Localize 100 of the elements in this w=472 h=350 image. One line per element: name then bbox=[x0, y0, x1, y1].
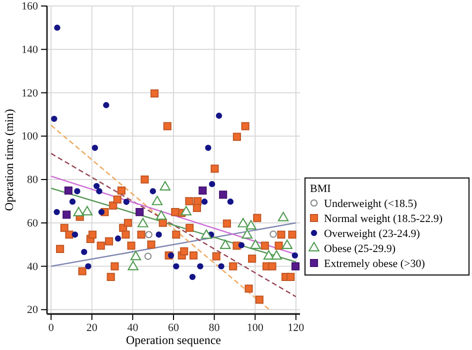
point bbox=[98, 208, 105, 216]
point bbox=[171, 208, 180, 216]
point bbox=[110, 262, 119, 270]
point bbox=[85, 263, 92, 270]
point bbox=[288, 230, 296, 239]
point bbox=[242, 229, 253, 239]
point bbox=[246, 220, 256, 230]
x-tick-label: 100 bbox=[246, 322, 264, 334]
point bbox=[220, 240, 231, 249]
legend-label: Extremely obese (>30) bbox=[324, 258, 426, 270]
point bbox=[268, 262, 276, 270]
x-axis-title: Operation sequence bbox=[126, 333, 221, 347]
legend-label: Obese (25-29.9) bbox=[324, 243, 396, 255]
legend-label: Underweight (<18.5) bbox=[324, 198, 418, 210]
y-axis-title: Operation time (min) bbox=[2, 109, 16, 211]
point bbox=[128, 260, 138, 270]
point bbox=[173, 263, 180, 270]
point bbox=[96, 188, 102, 194]
point bbox=[147, 240, 156, 249]
point bbox=[216, 112, 222, 119]
point bbox=[227, 198, 234, 205]
legend-title: BMI bbox=[310, 183, 332, 195]
point bbox=[278, 212, 289, 222]
point bbox=[197, 263, 204, 270]
point bbox=[274, 242, 283, 250]
point bbox=[263, 250, 274, 260]
y-tick-label: 40 bbox=[27, 260, 38, 273]
point bbox=[124, 218, 132, 227]
point bbox=[64, 186, 72, 195]
point bbox=[72, 232, 78, 238]
point bbox=[210, 164, 219, 173]
point bbox=[51, 116, 58, 122]
point bbox=[144, 252, 152, 260]
y-tick-label: 140 bbox=[22, 44, 38, 56]
point bbox=[232, 132, 241, 141]
x-tick-label: 80 bbox=[208, 322, 220, 334]
point bbox=[186, 224, 194, 232]
point bbox=[140, 175, 149, 184]
x-tick-label: 60 bbox=[168, 322, 180, 334]
point bbox=[113, 195, 122, 204]
y-tick-label: 160 bbox=[22, 0, 38, 13]
point bbox=[123, 198, 130, 205]
point bbox=[253, 214, 262, 222]
point bbox=[54, 24, 60, 31]
point bbox=[69, 198, 76, 205]
point bbox=[260, 242, 269, 250]
point bbox=[205, 144, 212, 151]
point bbox=[156, 210, 167, 220]
point bbox=[158, 218, 167, 227]
point bbox=[62, 210, 71, 219]
point bbox=[271, 250, 282, 260]
point bbox=[200, 229, 212, 239]
y-tick-label: 100 bbox=[22, 130, 38, 143]
point bbox=[244, 284, 253, 293]
point bbox=[92, 144, 98, 151]
point bbox=[130, 250, 142, 260]
point bbox=[229, 262, 238, 270]
y-tick-label: 20 bbox=[27, 304, 38, 316]
point bbox=[104, 237, 114, 246]
x-tick-label: 20 bbox=[86, 322, 98, 334]
point bbox=[54, 208, 60, 216]
point bbox=[180, 247, 188, 256]
y-tick-label: 80 bbox=[27, 174, 38, 186]
point bbox=[185, 197, 194, 206]
point bbox=[88, 230, 97, 239]
x-tick-label: 0 bbox=[48, 322, 54, 334]
point bbox=[103, 102, 110, 108]
point bbox=[127, 242, 136, 250]
point bbox=[277, 230, 286, 239]
point bbox=[292, 252, 298, 259]
point bbox=[78, 267, 86, 276]
point bbox=[238, 242, 245, 248]
y-tick-label: 60 bbox=[27, 217, 38, 230]
point bbox=[250, 240, 261, 249]
point bbox=[60, 224, 68, 232]
point bbox=[201, 198, 208, 205]
point bbox=[208, 180, 216, 188]
point bbox=[150, 89, 159, 98]
point bbox=[241, 122, 250, 130]
point bbox=[93, 182, 100, 190]
point bbox=[192, 204, 201, 212]
point bbox=[222, 220, 231, 228]
legend-label: Normal weight (18.5-22.9) bbox=[324, 213, 443, 225]
point bbox=[117, 186, 126, 195]
point bbox=[238, 218, 248, 228]
point bbox=[212, 252, 220, 260]
point bbox=[219, 190, 228, 199]
point bbox=[73, 206, 84, 216]
point bbox=[82, 206, 93, 216]
y-tick-label: 120 bbox=[22, 87, 38, 100]
point bbox=[286, 272, 295, 281]
point bbox=[218, 263, 224, 270]
point bbox=[152, 196, 163, 206]
point bbox=[291, 262, 300, 270]
point bbox=[136, 208, 144, 216]
point bbox=[282, 240, 292, 249]
point bbox=[106, 272, 115, 281]
point bbox=[122, 230, 130, 239]
point bbox=[180, 206, 192, 216]
point bbox=[168, 252, 174, 259]
